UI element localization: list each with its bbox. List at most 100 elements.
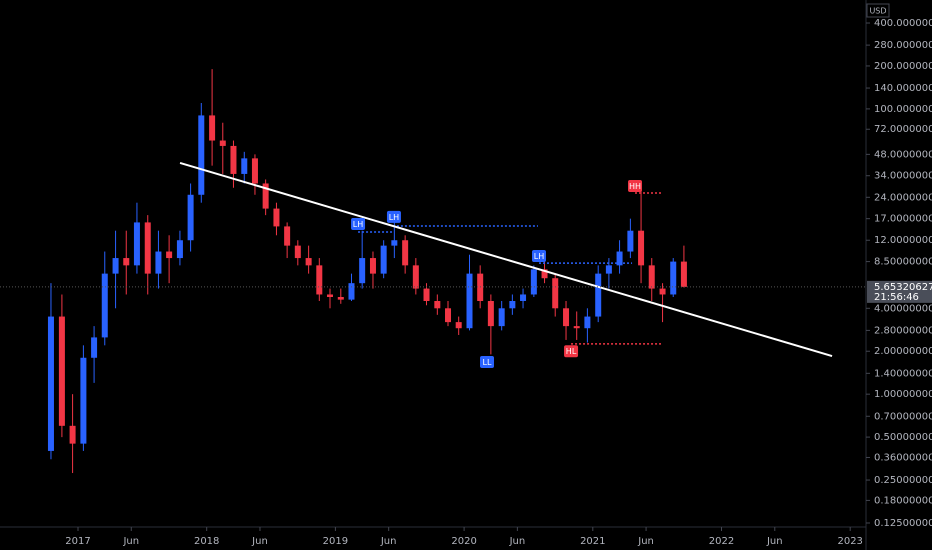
y-tick-label: 72.00000000 [874, 124, 932, 135]
marker-label: HH [629, 182, 641, 191]
y-tick-label: 140.00000000 [874, 83, 932, 94]
y-tick-label: 1.00000000 [874, 389, 932, 400]
candle-body [273, 208, 280, 227]
candle-body [316, 265, 323, 295]
candle-body [648, 265, 655, 289]
y-tick-label: 280.00000000 [874, 40, 932, 51]
candle-body [530, 269, 537, 295]
x-tick-label: Jun [637, 536, 654, 547]
candle-body [541, 269, 548, 279]
last-price-box [867, 280, 932, 303]
y-tick-label: 0.18000000 [874, 495, 932, 506]
candle-body [380, 245, 387, 274]
candle-body [605, 265, 612, 274]
y-tick-label: 4.00000000 [874, 303, 932, 314]
marker-box [386, 210, 401, 223]
candle-body [209, 115, 216, 141]
x-tick-label: 2023 [837, 536, 862, 547]
candle-body [47, 316, 54, 451]
candle-body [305, 258, 312, 266]
candle-body [144, 222, 151, 274]
marker-label: HL [566, 347, 577, 356]
candle-body [552, 278, 559, 309]
candle-body [123, 258, 130, 266]
y-tick-label: 0.50000000 [874, 432, 932, 443]
candle-body [563, 308, 570, 327]
candle-body [391, 240, 398, 246]
candle-body [498, 308, 505, 327]
candle-body [359, 258, 366, 284]
candle-body [670, 261, 677, 295]
x-tick-label: 2022 [709, 536, 734, 547]
candle-body [627, 230, 634, 252]
y-tick-label: 2.80000000 [874, 325, 932, 336]
candle-body [294, 245, 301, 259]
y-tick-label: 17.00000000 [874, 214, 932, 225]
x-tick-label: 2017 [65, 536, 90, 547]
candle-body [616, 251, 623, 266]
x-tick-label: Jun [122, 536, 139, 547]
x-tick-label: 2021 [580, 536, 605, 547]
candle-body [198, 115, 205, 195]
candle-body [230, 145, 237, 174]
candle-body [241, 158, 248, 174]
candle-body [509, 300, 516, 309]
candle-body [80, 357, 87, 444]
candle-body [69, 425, 76, 444]
marker-box [532, 250, 547, 263]
trendline [179, 161, 833, 358]
candle-body [659, 288, 666, 295]
y-tick-label: 0.36000000 [874, 452, 932, 463]
candle-body [412, 265, 419, 289]
candle-body [133, 222, 140, 266]
y-tick-label: 1.40000000 [874, 368, 932, 379]
y-tick-label: 12.00000000 [874, 235, 932, 246]
y-tick-label: 0.70000000 [874, 411, 932, 422]
candle-body [262, 183, 269, 209]
x-tick-label: Jun [766, 536, 783, 547]
candle-body [423, 288, 430, 301]
candle-body [219, 140, 226, 146]
candle-body [434, 300, 441, 309]
candle-body [176, 240, 183, 259]
candle-body [58, 316, 65, 426]
y-tick-label: 24.00000000 [874, 192, 932, 203]
y-tick-label: 400.00000000 [874, 18, 932, 29]
marker-box [480, 356, 495, 369]
marker-box [351, 217, 366, 230]
candle-body [520, 294, 527, 301]
candle-body [187, 194, 194, 241]
marker-label: LH [534, 252, 544, 261]
y-tick-label: 0.25000000 [874, 475, 932, 486]
x-tick-label: 2018 [194, 536, 219, 547]
y-tick-label: 100.00000000 [874, 104, 932, 115]
candle-body [251, 158, 258, 184]
x-tick-label: Jun [380, 536, 397, 547]
y-tick-label: 34.00000000 [874, 171, 932, 182]
currency-box [866, 3, 890, 18]
y-tick-label: 200.00000000 [874, 61, 932, 72]
candle-body [402, 240, 409, 266]
candle-body [348, 283, 355, 300]
candle-body [595, 273, 602, 317]
x-tick-label: Jun [251, 536, 268, 547]
candle-body [584, 316, 591, 329]
candle-body [326, 294, 333, 297]
marker-label: LH [389, 213, 399, 222]
marker-box [628, 180, 643, 193]
candle-body [487, 300, 494, 327]
x-tick-label: 2020 [451, 536, 476, 547]
candle-body [369, 258, 376, 274]
candle-body [101, 273, 108, 338]
x-tick-label: 2019 [323, 536, 348, 547]
candle-body [284, 226, 291, 246]
candle-body [466, 273, 473, 329]
candle-body [155, 251, 162, 274]
marker-label: LH [353, 220, 363, 229]
candle-body [166, 251, 173, 259]
x-tick-label: Jun [509, 536, 526, 547]
marker-box [564, 345, 579, 358]
candle-body [680, 261, 687, 287]
